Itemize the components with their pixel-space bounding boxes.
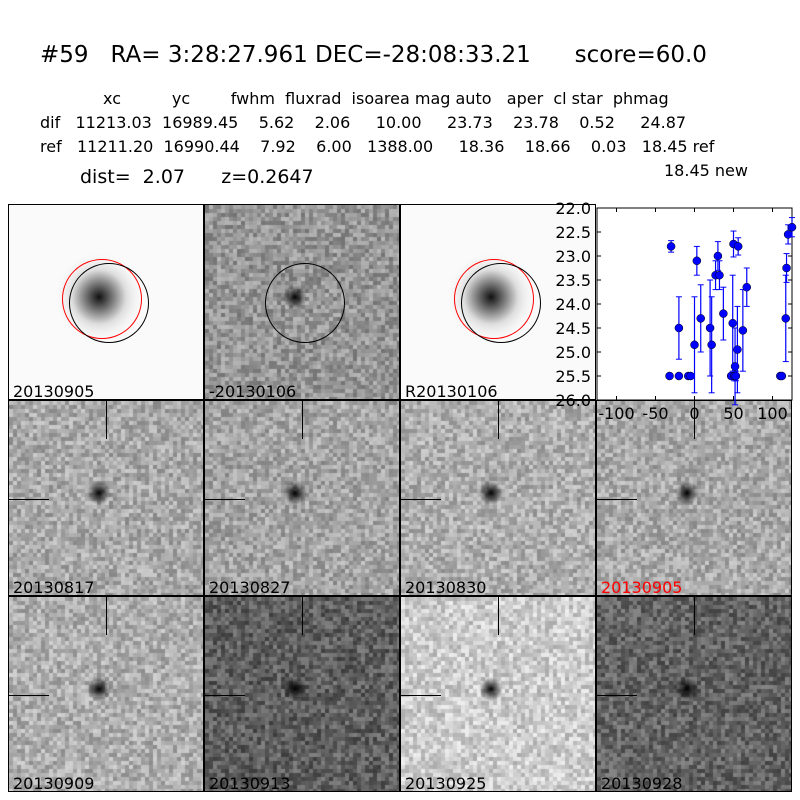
data-point <box>666 242 676 251</box>
image-stamp: 20130928 <box>596 596 792 792</box>
image-stamp: 20130925 <box>400 596 596 792</box>
crosshair-tick <box>302 401 303 439</box>
image-stamp: R20130106 <box>400 204 596 400</box>
y-tick-label: 23.5 <box>555 271 591 290</box>
y-tick-label: 24.5 <box>555 319 591 338</box>
crosshair-tick <box>9 695 49 696</box>
crosshair-tick <box>498 597 499 635</box>
data-point <box>696 314 705 323</box>
y-tick-label: 26.0 <box>555 391 591 410</box>
data-point <box>690 340 699 350</box>
data-point <box>782 263 791 273</box>
crosshair-tick <box>9 499 49 500</box>
y-tick-label: 22.5 <box>555 223 591 242</box>
y-tick-label: 25.0 <box>555 343 591 362</box>
aperture-circle <box>265 263 345 343</box>
dif-row: dif 11213.03 16989.45 5.62 2.06 10.00 23… <box>40 113 687 132</box>
table-header: xc yc fwhm fluxrad isoarea mag auto aper… <box>103 89 669 108</box>
data-point <box>731 371 741 381</box>
stamp-date-label: 20130905 <box>601 578 683 596</box>
y-tick-label: 23.0 <box>555 247 591 266</box>
crosshair-tick <box>302 597 303 635</box>
image-stamp: 20130909 <box>8 596 204 792</box>
image-stamp: 20130905 <box>8 204 204 400</box>
data-point <box>781 314 791 323</box>
y-tick-label: 24.0 <box>555 295 591 314</box>
image-stamp: 20130913 <box>204 596 400 792</box>
stamp-date-label: 20130827 <box>209 578 291 596</box>
data-point <box>728 318 737 328</box>
aperture-circle <box>69 263 149 343</box>
data-point <box>665 371 674 381</box>
aperture-circle <box>461 263 541 343</box>
data-point <box>777 371 787 381</box>
image-stamp: 20130830 <box>400 400 596 596</box>
stamp-date-label: -20130106 <box>209 382 297 400</box>
crosshair-tick <box>205 499 245 500</box>
stamp-date-label: 20130909 <box>13 774 95 792</box>
image-stamp: 20130817 <box>8 400 204 596</box>
x-tick-label: -50 <box>642 404 668 423</box>
image-stamp: 20130905 <box>596 400 792 596</box>
crosshair-tick <box>401 499 441 500</box>
data-point <box>787 222 797 232</box>
x-tick-label: -100 <box>598 404 634 423</box>
x-tick-label: 50 <box>723 404 743 423</box>
image-stamp: 20130827 <box>204 400 400 596</box>
ref-row: ref 11211.20 16990.44 7.92 6.00 1388.00 … <box>40 137 715 156</box>
y-tick-label: 25.5 <box>555 367 591 386</box>
crosshair-tick <box>694 401 695 439</box>
crosshair-tick <box>401 695 441 696</box>
data-point <box>733 242 743 251</box>
stamp-date-label: 20130830 <box>405 578 487 596</box>
crosshair-tick <box>106 597 107 635</box>
data-point <box>733 345 742 354</box>
stamp-date-label: 20130928 <box>601 774 683 792</box>
dist-z: dist= 2.07 z=0.2647 <box>80 166 314 188</box>
data-point <box>738 326 748 335</box>
stamp-date-label: 20130925 <box>405 774 487 792</box>
data-point <box>742 282 752 292</box>
crosshair-tick <box>205 695 245 696</box>
data-point <box>707 340 716 350</box>
crosshair-tick <box>106 401 107 439</box>
data-point <box>705 323 715 333</box>
crosshair-tick <box>597 499 637 500</box>
data-point <box>719 309 728 318</box>
data-point <box>715 270 724 280</box>
stamp-date-label: 20130905 <box>13 382 95 400</box>
data-point <box>686 371 695 381</box>
stamp-date-label: 20130913 <box>209 774 291 792</box>
data-point <box>674 371 684 381</box>
y-tick-label: 22.0 <box>555 199 591 218</box>
image-stamp: -20130106 <box>204 204 400 400</box>
new-mag: 18.45 new <box>664 161 748 180</box>
stamp-date-label: 20130817 <box>13 578 95 596</box>
crosshair-tick <box>597 695 637 696</box>
x-tick-label: 0 <box>689 404 699 423</box>
x-tick-label: 100 <box>757 404 788 423</box>
data-point <box>674 323 684 333</box>
crosshair-tick <box>694 597 695 635</box>
data-point <box>713 251 723 261</box>
candidate-title: #59 RA= 3:28:27.961 DEC=-28:08:33.21 sco… <box>40 42 707 68</box>
stamp-date-label: R20130106 <box>405 382 498 400</box>
data-point <box>692 256 702 266</box>
light-curve-chart: 22.0 22.5 23.0 23.5 24.0 24.5 25.0 25.5 26.0 -100… <box>555 199 797 423</box>
crosshair-tick <box>498 401 499 439</box>
